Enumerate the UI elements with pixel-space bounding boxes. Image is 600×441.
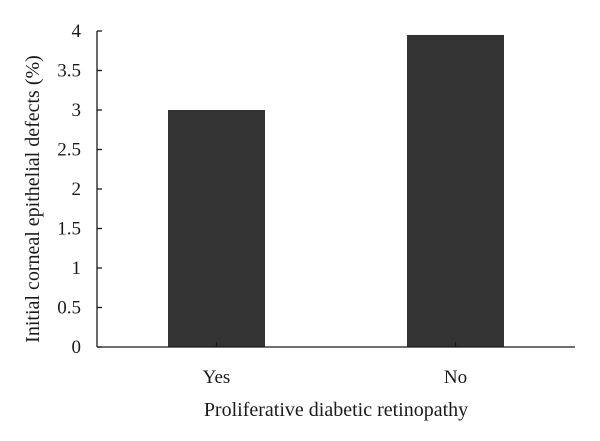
y-tick-label: 4 xyxy=(72,21,82,42)
y-ticks-group: 0 0.5 1 1.5 2 2.5 3 3.5 4 xyxy=(57,21,102,358)
y-tick-label: 3.5 xyxy=(57,61,81,82)
bar-no xyxy=(407,34,504,347)
y-tick-label: 0.5 xyxy=(57,298,81,319)
y-tick-label: 0 xyxy=(72,337,82,358)
x-tick-label: Yes xyxy=(203,367,231,388)
bar-yes xyxy=(168,110,265,347)
x-tick-label: No xyxy=(444,367,467,388)
y-tick-label: 3 xyxy=(72,100,82,121)
y-tick-label: 2.5 xyxy=(57,140,81,161)
y-tick-label: 1.5 xyxy=(57,219,81,240)
x-axis-title: Proliferative diabetic retinopathy xyxy=(204,399,468,421)
y-axis-title: Initial corneal epithelial defects (%) xyxy=(22,55,44,343)
x-ticks-group: Yes No xyxy=(203,342,467,388)
y-tick-label: 2 xyxy=(72,179,82,200)
bars-group xyxy=(168,34,504,347)
y-tick-label: 1 xyxy=(72,258,82,279)
